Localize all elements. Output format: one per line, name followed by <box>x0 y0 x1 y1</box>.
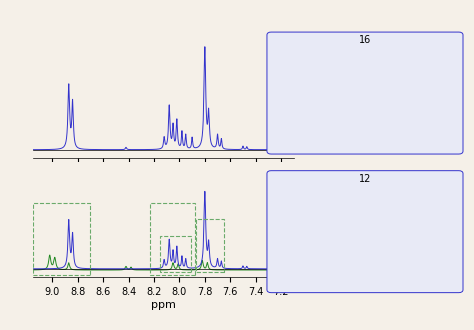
FancyBboxPatch shape <box>267 32 463 154</box>
FancyBboxPatch shape <box>267 171 463 293</box>
Bar <box>150 203 195 275</box>
Bar <box>33 203 91 275</box>
Bar <box>196 219 224 272</box>
X-axis label: ppm: ppm <box>151 300 176 310</box>
Text: 16: 16 <box>359 35 371 45</box>
Bar <box>160 236 191 272</box>
Text: 12: 12 <box>359 174 371 183</box>
